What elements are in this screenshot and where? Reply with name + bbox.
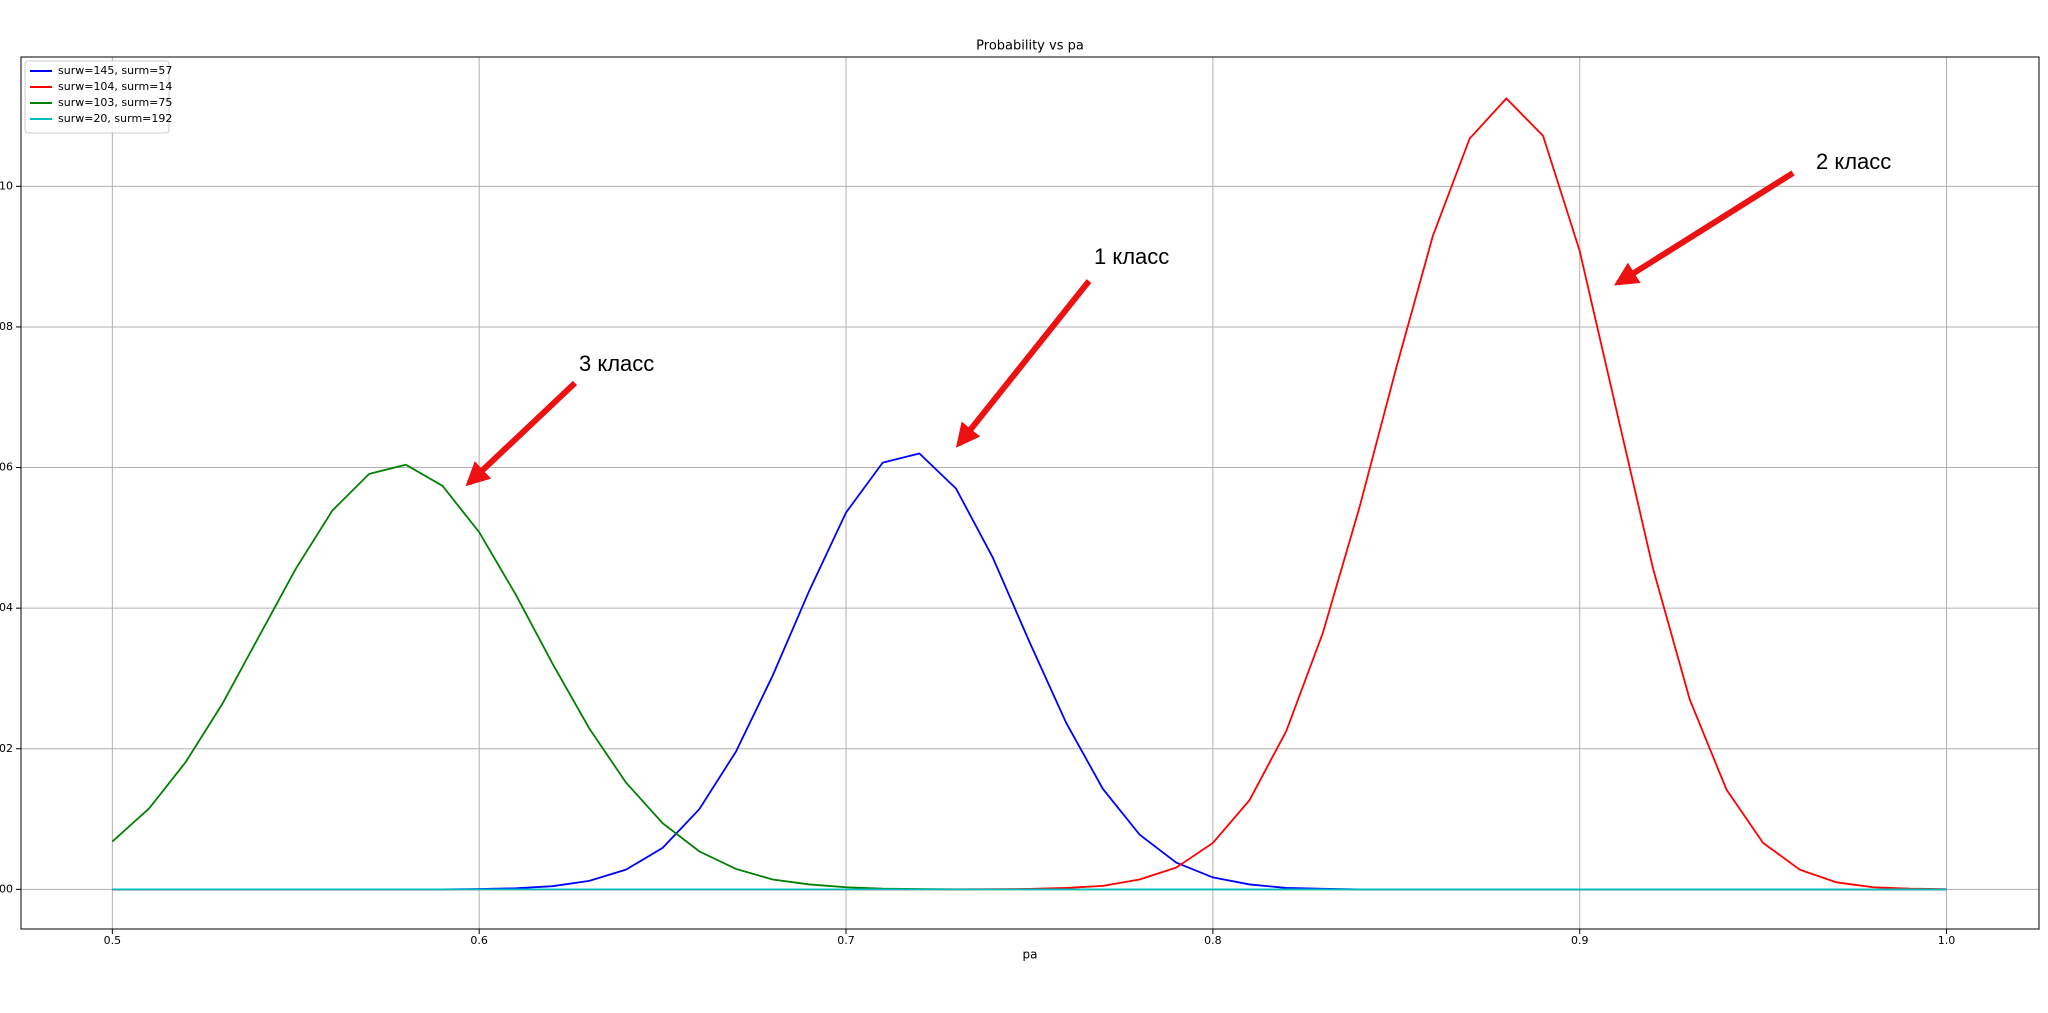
x-tick-label: 0.5 <box>104 934 122 947</box>
x-tick-label: 0.8 <box>1204 934 1222 947</box>
series-line <box>112 97 1947 891</box>
x-tick-label: 1.0 <box>1938 934 1956 947</box>
y-tick-label: 0.10 <box>0 179 13 192</box>
y-tick-label: 0.08 <box>0 320 13 333</box>
annotation-1: 1 класс <box>956 244 1169 448</box>
legend: surw=145, surm=57 surw=104, surm=14 surw=1… <box>24 60 172 134</box>
legend-label: surw=20, surm=192 <box>58 112 172 125</box>
annotation-text: 1 класс <box>1094 244 1169 269</box>
y-tick-label: 0.06 <box>0 461 13 474</box>
series-line <box>112 452 1947 891</box>
arrow <box>956 279 1092 448</box>
legend-box <box>24 60 170 134</box>
legend-label: surw=145, surm=57 <box>58 64 172 77</box>
x-tick-label: 0.9 <box>1571 934 1589 947</box>
axes-frame <box>20 56 2040 930</box>
annotation-2: 2 класс <box>1613 149 1891 286</box>
chart-title: Probability vs pa <box>976 39 1084 54</box>
legend-label: surw=103, surm=75 <box>58 96 172 109</box>
arrow <box>465 380 578 487</box>
plot-area <box>111 97 1947 891</box>
x-tick-label: 0.7 <box>837 934 855 947</box>
y-tick-label: 0.02 <box>0 742 13 755</box>
x-axis-label: pa <box>1023 948 1038 962</box>
y-tick-label: 0.00 <box>0 882 13 895</box>
series-line <box>111 463 1947 891</box>
y-tick-label: 0.04 <box>0 601 13 614</box>
annotation-text: 2 класс <box>1816 149 1891 174</box>
x-tick-label: 0.6 <box>470 934 488 947</box>
arrow <box>1613 170 1795 286</box>
annotation-text: 3 класс <box>579 351 654 376</box>
annotation-3: 3 класс <box>465 351 654 487</box>
legend-label: surw=104, surm=14 <box>58 80 172 93</box>
